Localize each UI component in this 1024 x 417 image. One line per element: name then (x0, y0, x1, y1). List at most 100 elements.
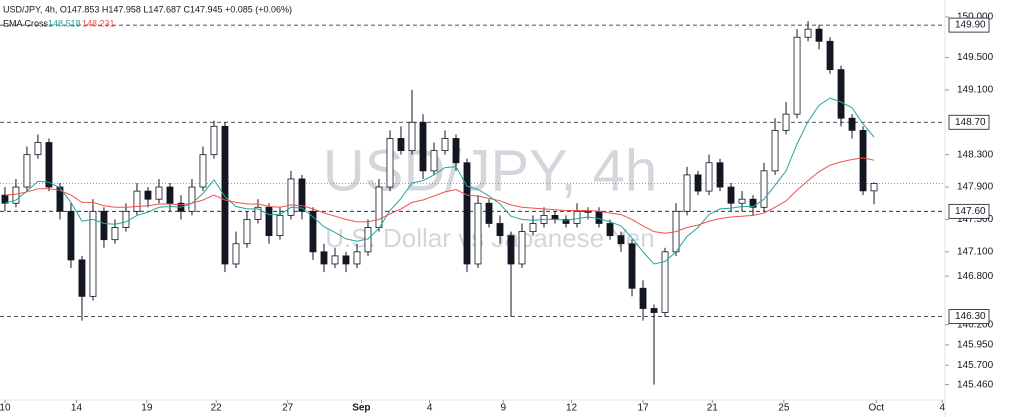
candle-body (122, 210, 130, 228)
candle-body (342, 255, 350, 265)
level-box (948, 114, 990, 130)
candle-body (804, 28, 812, 38)
candle-body (782, 113, 790, 131)
candle-body (78, 259, 86, 297)
candle-body (650, 308, 658, 313)
level-box (948, 309, 990, 324)
x-tick-label: 4 (427, 403, 433, 414)
candle-body (573, 210, 581, 224)
candle-body (529, 223, 537, 232)
candle-body (188, 186, 196, 212)
candle-body (298, 178, 306, 212)
watermark-subtitle: U.S. Dollar vs Japanese Yen (325, 223, 655, 253)
candle-body (452, 138, 460, 164)
y-tick-label: 145.460 (957, 379, 994, 390)
indicator-value: 148.518 (48, 18, 81, 28)
candle-body (661, 251, 669, 313)
candle-body (518, 231, 526, 265)
candle-body (67, 210, 75, 261)
x-tick-label: 4 (939, 403, 945, 414)
candle-body (155, 186, 163, 200)
ema-line (4, 97, 875, 265)
candle-body (617, 235, 625, 245)
candle-body (408, 121, 416, 152)
candle-body (430, 150, 438, 172)
candle-body (12, 186, 20, 204)
candle-body (265, 206, 273, 237)
candle-body (815, 28, 823, 42)
candle-body (34, 142, 42, 156)
candle-body (166, 186, 174, 204)
candle-body (23, 154, 31, 188)
y-tick-label: 146.200 (957, 319, 994, 330)
y-tick-label: 146.800 (957, 271, 994, 282)
candle-body (309, 210, 317, 253)
candle-body (738, 198, 746, 204)
candle-body (749, 198, 757, 208)
candle-body (584, 210, 592, 213)
y-tick-label: 145.700 (957, 360, 994, 371)
x-tick-label: 17 (637, 403, 649, 414)
candle-body (595, 210, 603, 224)
y-tick-label: 148.300 (957, 149, 994, 160)
candle-body (221, 125, 229, 265)
y-tick-label: 149.500 (957, 52, 994, 63)
ema-line (4, 157, 875, 234)
x-tick-label: Oct (868, 403, 884, 414)
candle-body (639, 287, 647, 309)
candle-body (287, 178, 295, 216)
candle-body (89, 210, 97, 297)
candle-body (771, 129, 779, 172)
header: USD/JPY, 4h, O147.853 H147.958 L147.687 … (3, 4, 292, 14)
candle-body (848, 117, 856, 131)
indicator-label: EMA Cross (3, 18, 49, 28)
y-tick-label: 145.950 (957, 340, 994, 351)
level-box (948, 17, 990, 33)
candle-body (628, 243, 636, 289)
candle-body (254, 206, 262, 220)
candle-body (397, 138, 405, 152)
x-tick-label: 21 (707, 403, 719, 414)
candle-body (793, 36, 801, 115)
candle-body (716, 162, 724, 188)
y-tick-label: 149.100 (957, 85, 994, 96)
level-box (948, 203, 990, 219)
x-tick-label: 25 (778, 403, 790, 414)
candle-body (606, 223, 614, 237)
candle-body (562, 219, 570, 224)
candle-body (232, 243, 240, 265)
x-tick-label: 12 (566, 403, 578, 414)
level-label: 148.70 (955, 117, 986, 128)
y-tick-label: 147.500 (957, 214, 994, 225)
x-tick-label: 14 (71, 403, 83, 414)
candle-body (56, 186, 64, 212)
candle-body (859, 129, 867, 192)
candle-body (441, 138, 449, 152)
candle-body (870, 183, 878, 192)
candle-body (727, 186, 735, 204)
candle-body (837, 69, 845, 119)
candle-body (243, 219, 251, 245)
candle-body (375, 186, 383, 228)
level-label: 149.90 (955, 20, 986, 31)
candle-body (826, 40, 834, 71)
candle-body (760, 170, 768, 208)
candle-body (133, 190, 141, 212)
x-tick-label: 10 (0, 403, 11, 414)
level-label: 147.60 (955, 206, 986, 217)
y-tick-label: 147.900 (957, 182, 994, 193)
candle-body (199, 154, 207, 188)
x-tick-label: 22 (211, 403, 223, 414)
candle-body (1, 194, 9, 204)
x-tick-label: Sep (352, 403, 370, 414)
candle-body (45, 142, 53, 188)
candle-body (705, 162, 713, 192)
candle-body (210, 125, 218, 156)
indicator-value: 148.231 (82, 18, 115, 28)
candle-body (144, 190, 152, 200)
candle-body (419, 121, 427, 172)
level-label: 146.30 (955, 311, 986, 322)
candle-body (485, 202, 493, 224)
candle-body (463, 162, 471, 265)
watermark: USD/JPY, 4h (323, 138, 657, 203)
